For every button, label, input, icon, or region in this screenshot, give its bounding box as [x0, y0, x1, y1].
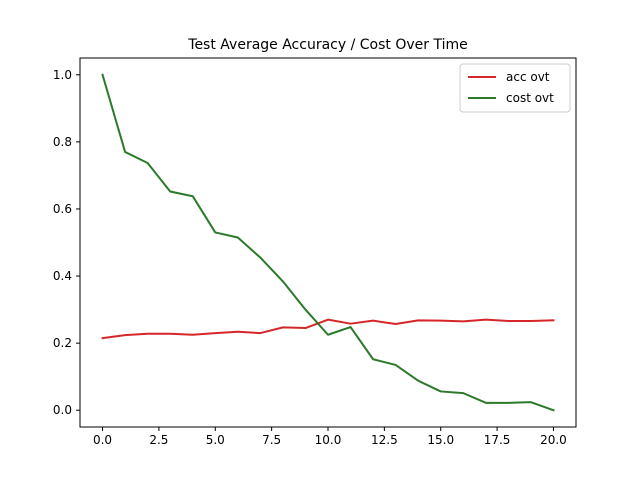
- data-point-cost-ovt: [192, 195, 194, 197]
- data-point-acc-ovt: [440, 320, 442, 322]
- data-point-acc-ovt: [124, 334, 126, 336]
- data-point-cost-ovt: [237, 236, 239, 238]
- legend-label-cost-ovt: cost ovt: [506, 91, 554, 105]
- data-point-acc-ovt: [417, 319, 419, 321]
- data-point-acc-ovt: [237, 331, 239, 333]
- y-tick-label: 0.6: [53, 202, 72, 216]
- data-point-cost-ovt: [462, 392, 464, 394]
- data-point-cost-ovt: [395, 364, 397, 366]
- data-point-cost-ovt: [169, 191, 171, 193]
- data-point-cost-ovt: [304, 309, 306, 311]
- data-point-acc-ovt: [395, 323, 397, 325]
- data-point-cost-ovt: [417, 380, 419, 382]
- x-tick-label: 17.5: [484, 433, 511, 447]
- data-point-cost-ovt: [282, 280, 284, 282]
- data-point-acc-ovt: [192, 334, 194, 336]
- legend-label-acc-ovt: acc ovt: [506, 70, 550, 84]
- x-tick-label: 0.0: [93, 433, 112, 447]
- data-point-acc-ovt: [462, 320, 464, 322]
- x-tick-label: 2.5: [149, 433, 168, 447]
- data-point-acc-ovt: [350, 323, 352, 325]
- x-tick-label: 12.5: [371, 433, 398, 447]
- x-tick-label: 15.0: [427, 433, 454, 447]
- data-point-acc-ovt: [147, 333, 149, 335]
- data-point-acc-ovt: [304, 327, 306, 329]
- y-tick-label: 0.0: [53, 403, 72, 417]
- x-tick-label: 7.5: [262, 433, 281, 447]
- data-point-acc-ovt: [552, 319, 554, 321]
- data-point-cost-ovt: [214, 231, 216, 233]
- data-point-acc-ovt: [372, 320, 374, 322]
- data-point-cost-ovt: [350, 326, 352, 328]
- data-point-cost-ovt: [102, 74, 104, 76]
- data-point-cost-ovt: [147, 162, 149, 164]
- data-point-acc-ovt: [530, 320, 532, 322]
- data-point-cost-ovt: [372, 358, 374, 360]
- data-point-acc-ovt: [169, 333, 171, 335]
- data-point-cost-ovt: [124, 151, 126, 153]
- data-point-cost-ovt: [440, 390, 442, 392]
- data-point-acc-ovt: [102, 337, 104, 339]
- x-tick-label: 5.0: [206, 433, 225, 447]
- data-point-cost-ovt: [552, 409, 554, 411]
- data-point-cost-ovt: [507, 402, 509, 404]
- data-point-acc-ovt: [507, 320, 509, 322]
- data-point-acc-ovt: [327, 319, 329, 321]
- x-tick-label: 10.0: [315, 433, 342, 447]
- y-tick-label: 1.0: [53, 68, 72, 82]
- y-tick-label: 0.4: [53, 269, 72, 283]
- y-tick-label: 0.8: [53, 135, 72, 149]
- data-point-acc-ovt: [282, 326, 284, 328]
- chart-title: Test Average Accuracy / Cost Over Time: [187, 37, 467, 53]
- data-point-acc-ovt: [259, 332, 261, 334]
- data-point-acc-ovt: [214, 332, 216, 334]
- x-tick-label: 20.0: [540, 433, 567, 447]
- data-point-cost-ovt: [530, 401, 532, 403]
- y-tick-label: 0.2: [53, 336, 72, 350]
- data-point-acc-ovt: [485, 319, 487, 321]
- data-point-cost-ovt: [259, 257, 261, 259]
- data-point-cost-ovt: [485, 402, 487, 404]
- data-point-cost-ovt: [327, 334, 329, 336]
